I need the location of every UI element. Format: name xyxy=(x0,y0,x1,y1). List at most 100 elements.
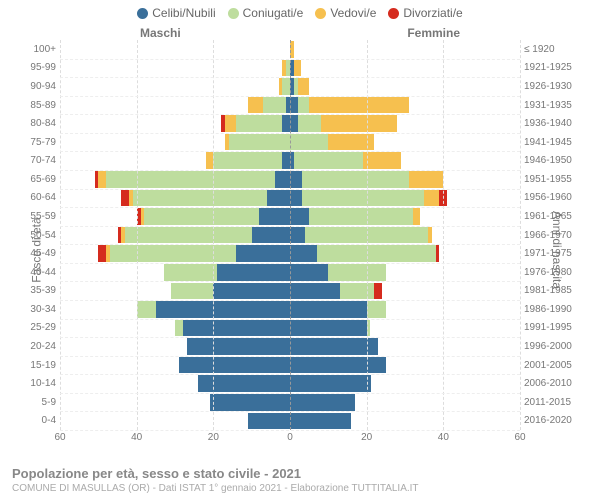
bar-segment-single xyxy=(290,264,328,281)
grid-line-h xyxy=(60,59,520,60)
bar-segment-divorced xyxy=(98,245,106,262)
male-bar xyxy=(60,134,290,151)
legend-item: Coniugati/e xyxy=(228,6,304,20)
bar-segment-single xyxy=(198,375,290,392)
female-bar xyxy=(290,245,520,262)
bar-segment-married xyxy=(110,245,237,262)
bar-segment-single xyxy=(290,190,302,207)
grid-line-h xyxy=(60,170,520,171)
legend-label: Celibi/Nubili xyxy=(152,6,215,20)
age-label: 70-74 xyxy=(12,155,56,166)
bar-segment-widowed xyxy=(225,115,237,132)
bar-segment-married xyxy=(171,283,213,300)
bar-segment-married xyxy=(282,78,290,95)
grid-line-v xyxy=(137,40,138,430)
bar-segment-married xyxy=(133,190,267,207)
legend-item: Divorziati/e xyxy=(388,6,462,20)
grid-line-h xyxy=(60,189,520,190)
bar-segment-widowed xyxy=(298,78,310,95)
female-bar xyxy=(290,357,520,374)
age-label: 90-94 xyxy=(12,81,56,92)
year-label: 1941-1945 xyxy=(524,137,586,148)
bar-segment-single xyxy=(259,208,290,225)
center-line xyxy=(290,40,291,430)
grid-line-h xyxy=(60,281,520,282)
year-label: 2001-2005 xyxy=(524,360,586,371)
population-pyramid-chart: Celibi/Nubili Coniugati/e Vedovi/e Divorzia… xyxy=(0,0,600,500)
female-bar xyxy=(290,171,520,188)
year-label: 1936-1940 xyxy=(524,118,586,129)
grid-line-h xyxy=(60,114,520,115)
x-tick: 20 xyxy=(208,432,219,443)
age-label: 100+ xyxy=(12,44,56,55)
grid-line-v xyxy=(60,40,61,430)
bar-segment-single xyxy=(179,357,290,374)
bar-segment-married xyxy=(229,134,290,151)
bar-segment-widowed xyxy=(363,152,401,169)
bar-segment-widowed xyxy=(294,60,302,77)
bar-segment-widowed xyxy=(248,97,263,114)
female-bar xyxy=(290,208,520,225)
grid-line-h xyxy=(60,430,520,431)
x-tick: 40 xyxy=(438,432,449,443)
grid-line-h xyxy=(60,411,520,412)
chart-subtitle: COMUNE DI MASULLAS (OR) - Dati ISTAT 1° … xyxy=(12,483,588,494)
grid-line-v xyxy=(520,40,521,430)
female-bar xyxy=(290,134,520,151)
age-label: 95-99 xyxy=(12,62,56,73)
year-label: 1971-1975 xyxy=(524,248,586,259)
year-label: 2011-2015 xyxy=(524,397,586,408)
bar-segment-widowed xyxy=(206,152,214,169)
bar-segment-married xyxy=(263,97,286,114)
legend-label: Coniugati/e xyxy=(243,6,304,20)
grid-line-h xyxy=(60,263,520,264)
grid-line-v xyxy=(213,40,214,430)
year-label: 1976-1980 xyxy=(524,267,586,278)
grid-line-h xyxy=(60,151,520,152)
female-bar xyxy=(290,78,520,95)
bar-segment-widowed xyxy=(321,115,398,132)
female-bar xyxy=(290,375,520,392)
bar-segment-married xyxy=(298,115,321,132)
x-tick: 20 xyxy=(361,432,372,443)
bar-segment-single xyxy=(290,338,378,355)
bar-segment-married xyxy=(367,301,386,318)
age-label: 60-64 xyxy=(12,192,56,203)
male-bar xyxy=(60,264,290,281)
grid-line-h xyxy=(60,337,520,338)
female-bar xyxy=(290,283,520,300)
bar-segment-single xyxy=(290,375,371,392)
year-label: 1991-1995 xyxy=(524,322,586,333)
year-label: 1951-1955 xyxy=(524,174,586,185)
legend: Celibi/Nubili Coniugati/e Vedovi/e Divorzia… xyxy=(0,6,600,20)
legend-swatch xyxy=(228,8,239,19)
bar-segment-married xyxy=(328,264,386,281)
bar-segment-married xyxy=(340,283,375,300)
grid-line-h xyxy=(60,226,520,227)
x-tick: 40 xyxy=(131,432,142,443)
age-label: 5-9 xyxy=(12,397,56,408)
age-label: 10-14 xyxy=(12,378,56,389)
bar-segment-single xyxy=(213,283,290,300)
plot-area: 100+≤ 192095-991921-192590-941926-193085… xyxy=(60,40,520,430)
female-bar xyxy=(290,41,520,58)
female-bar xyxy=(290,301,520,318)
chart-footer: Popolazione per età, sesso e stato civil… xyxy=(12,466,588,494)
bar-segment-married xyxy=(317,245,436,262)
year-label: 1926-1930 xyxy=(524,81,586,92)
bar-segment-married xyxy=(175,320,183,337)
legend-item: Vedovi/e xyxy=(315,6,376,20)
year-label: 1981-1985 xyxy=(524,285,586,296)
female-column-title: Femmine xyxy=(407,26,460,40)
bar-segment-single xyxy=(267,190,290,207)
bar-segment-single xyxy=(290,208,309,225)
bar-segment-married xyxy=(106,171,275,188)
bar-segment-divorced xyxy=(121,190,129,207)
age-label: 20-24 xyxy=(12,341,56,352)
year-label: 1946-1950 xyxy=(524,155,586,166)
year-label: 2016-2020 xyxy=(524,415,586,426)
bar-segment-married xyxy=(298,97,310,114)
x-tick: 0 xyxy=(287,432,293,443)
year-label: 2006-2010 xyxy=(524,378,586,389)
year-label: 1996-2000 xyxy=(524,341,586,352)
